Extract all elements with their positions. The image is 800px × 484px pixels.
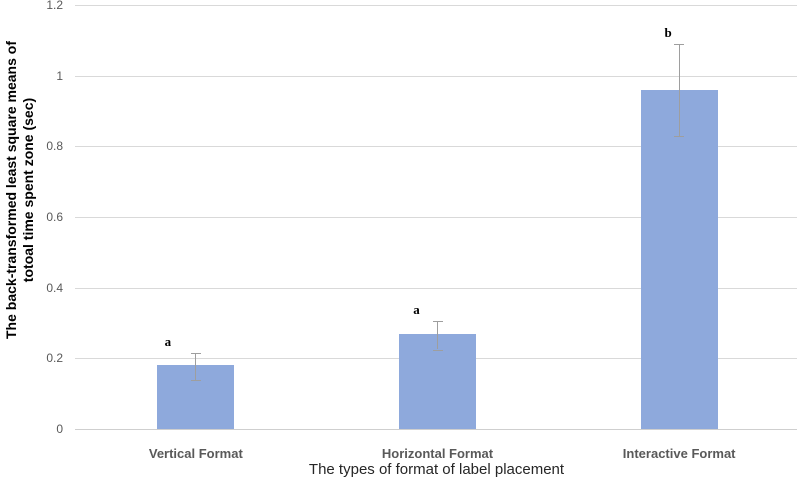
y-axis-tick-label: 1.2 <box>46 0 63 12</box>
y-axis-tick-label: 0.2 <box>46 351 63 365</box>
gridline <box>75 146 797 147</box>
error-bar-cap-bottom <box>674 135 685 137</box>
error-bar <box>437 321 438 350</box>
bar <box>399 333 476 429</box>
y-axis-tick-label: 0.4 <box>46 281 63 295</box>
significance-letter: a <box>164 334 172 350</box>
error-bar-cap-top <box>190 353 201 355</box>
error-bar <box>678 43 680 136</box>
x-axis-category-label: Vertical Format <box>148 446 243 461</box>
x-axis-title: The types of format of label placement <box>308 461 565 478</box>
error-bar-cap-bottom <box>432 349 443 351</box>
error-bar-cap-top <box>432 321 443 323</box>
error-bar-cap-top <box>674 43 685 45</box>
significance-letter: b <box>664 24 672 40</box>
significance-letter: a <box>413 302 420 318</box>
y-axis-tick-label: 0.8 <box>46 139 63 153</box>
gridline <box>75 76 797 77</box>
error-bar <box>195 353 197 380</box>
x-axis-line <box>75 429 797 430</box>
y-axis-tick-label: 0 <box>56 422 63 436</box>
bar <box>640 89 718 429</box>
gridline <box>75 5 797 6</box>
gridline <box>75 288 797 289</box>
error-bar-cap-bottom <box>190 379 201 381</box>
y-axis-tick-label: 0.6 <box>46 210 63 224</box>
gridline <box>75 217 797 218</box>
y-axis-tick-label: 1 <box>56 69 63 83</box>
x-axis-category-label: Interactive Format <box>622 446 736 461</box>
x-axis-category-label: Horizontal Format <box>381 446 494 461</box>
